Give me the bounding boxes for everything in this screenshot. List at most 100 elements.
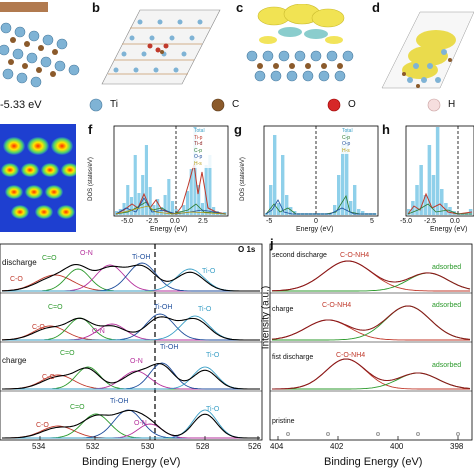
o1s-row3-peak-c=o: C=O (70, 404, 85, 411)
dos-f-legend: Total Ti-p Ti-d C-p O-p H-s (194, 128, 205, 167)
o1s-row1-peak-c=o: C=O (48, 304, 63, 311)
o1s-row1-peak-tioh: Ti-OH (154, 304, 173, 311)
dos-bar (431, 175, 436, 215)
dos-bar (419, 165, 423, 215)
n1s-row0-peak: C-O-NH4 (340, 252, 369, 259)
dos-bar (137, 193, 141, 215)
dos-bar (197, 185, 201, 215)
dos-bar (407, 209, 411, 215)
dos-bar (337, 175, 341, 215)
n1s-component (272, 305, 471, 341)
o1s-xtick-4: 526 (248, 442, 262, 451)
o1s-xtick-0: 534 (32, 442, 46, 451)
panel-d-charge-density (380, 10, 474, 90)
dos-bar (435, 127, 440, 215)
dos-f-xtick-2: 0.0 (170, 218, 180, 225)
dos-g-legend: Total C-p O-p H-s (342, 128, 353, 154)
o1s-envelope (2, 409, 260, 439)
n1s-ylabel: Intensity (a.u.) (260, 285, 272, 350)
dos-f-ylabel: DOS (states/eV) (88, 157, 94, 201)
dos-bar (133, 155, 137, 215)
dos-bar (353, 185, 357, 215)
o1s-row2-peak-co: C-O (42, 374, 55, 381)
xps-o1s-panel (0, 242, 266, 456)
n1s-envelope (271, 260, 471, 292)
xps-n1s-panel (268, 242, 474, 456)
dos-bar (200, 203, 204, 215)
o1s-row0-peak-c=o: C=O (42, 255, 57, 262)
o1s-row3-peak-tio: Ti-O (206, 406, 220, 413)
legend-c-label: C (232, 99, 240, 110)
n1s-row2-peak-text: C-O-NH4 (336, 352, 366, 359)
dos-h-xtick-0: -5.0 (400, 218, 413, 225)
dos-panel-h (392, 124, 474, 236)
dos-g-xlabel: Energy (eV) (296, 226, 334, 233)
o1s-row0-label: discharge (2, 258, 37, 267)
n1s-row0-adsorbed: adsorbed (432, 264, 462, 271)
n1s-pristine-point (416, 432, 420, 436)
legend-o-label: O (348, 99, 356, 110)
dos-bar (415, 185, 419, 215)
o1s-row3-peak-tioh: Ti-OH (110, 398, 129, 405)
o1s-row0-peak-co: C-O (10, 276, 23, 283)
dos-f-xtick-0: -5.0 (121, 218, 134, 225)
n1s-row2-adsorbed: adsorbed (432, 362, 462, 369)
dos-g-legend-cp: C-p (342, 134, 351, 141)
dos-bar (204, 165, 208, 215)
dos-f-legend-total: Total (194, 128, 205, 134)
n1s-pristine-point (286, 432, 290, 436)
panel-label-f: f (88, 122, 93, 137)
o1s-component (2, 262, 260, 292)
n1s-row1-label: charge (272, 306, 294, 313)
n1s-xlabel: Binding Energy (eV) (324, 456, 423, 468)
dos-bar (361, 211, 365, 215)
o1s-row0-peak-tio: Ti-O (202, 268, 216, 275)
panel-b-structure (100, 8, 222, 86)
dos-bar (349, 201, 353, 215)
dos-f-xlabel: Energy (eV) (150, 226, 188, 233)
legend-ti-label: Ti (110, 99, 118, 110)
atom-legend (82, 95, 474, 115)
dos-bar (189, 169, 193, 215)
dos-f-legend-hs: H-s (194, 160, 202, 167)
o1s-component (2, 268, 260, 292)
o1s-xtick-3: 528 (196, 442, 210, 451)
o1s-xtick-1: 532 (86, 442, 100, 451)
legend-h-label: H (448, 99, 456, 110)
dos-g-legend-total: Total (342, 128, 353, 134)
n1s-pristine-point (376, 432, 380, 436)
dos-panel-f (92, 124, 232, 236)
n1s-xtick-1: 402 (330, 442, 344, 451)
n1s-xtick-3: 398 (450, 442, 464, 451)
o1s-component (2, 268, 260, 292)
o1s-component (2, 315, 260, 341)
n1s-envelope (271, 305, 471, 340)
dos-g-xtick-1: 0 (314, 218, 318, 225)
dos-bar (163, 195, 167, 215)
n1s-row2-peak: C-O-NH4 (336, 352, 365, 359)
o1s-component (2, 362, 260, 390)
panel-e-contour (0, 124, 79, 232)
dos-h-xlabel: Energy (eV) (430, 226, 468, 233)
dos-bar (185, 191, 190, 215)
o1s-row1-peak-co: C-O (32, 324, 45, 331)
dos-bar (427, 145, 432, 215)
dos-bar (115, 211, 119, 215)
dos-bar (141, 175, 145, 215)
o1s-envelope (2, 363, 260, 390)
dos-bar (273, 135, 277, 215)
dos-bar (341, 145, 345, 215)
dos-bar (171, 201, 175, 215)
o1s-component (2, 366, 260, 390)
dos-g-xtick-2: 5 (370, 218, 374, 225)
panel-a-structure (0, 0, 84, 92)
dos-bar (277, 203, 281, 215)
dos-bar (129, 197, 134, 215)
o1s-envelope (2, 263, 260, 292)
adsorption-energy-text: -5.33 eV (0, 99, 42, 111)
panel-label-h: h (382, 122, 390, 137)
panel-label-j: j (270, 236, 274, 251)
dos-bar (156, 199, 160, 215)
n1s-xtick-2: 400 (390, 442, 404, 451)
dos-f-legend-tip: Ti-p (194, 134, 203, 141)
